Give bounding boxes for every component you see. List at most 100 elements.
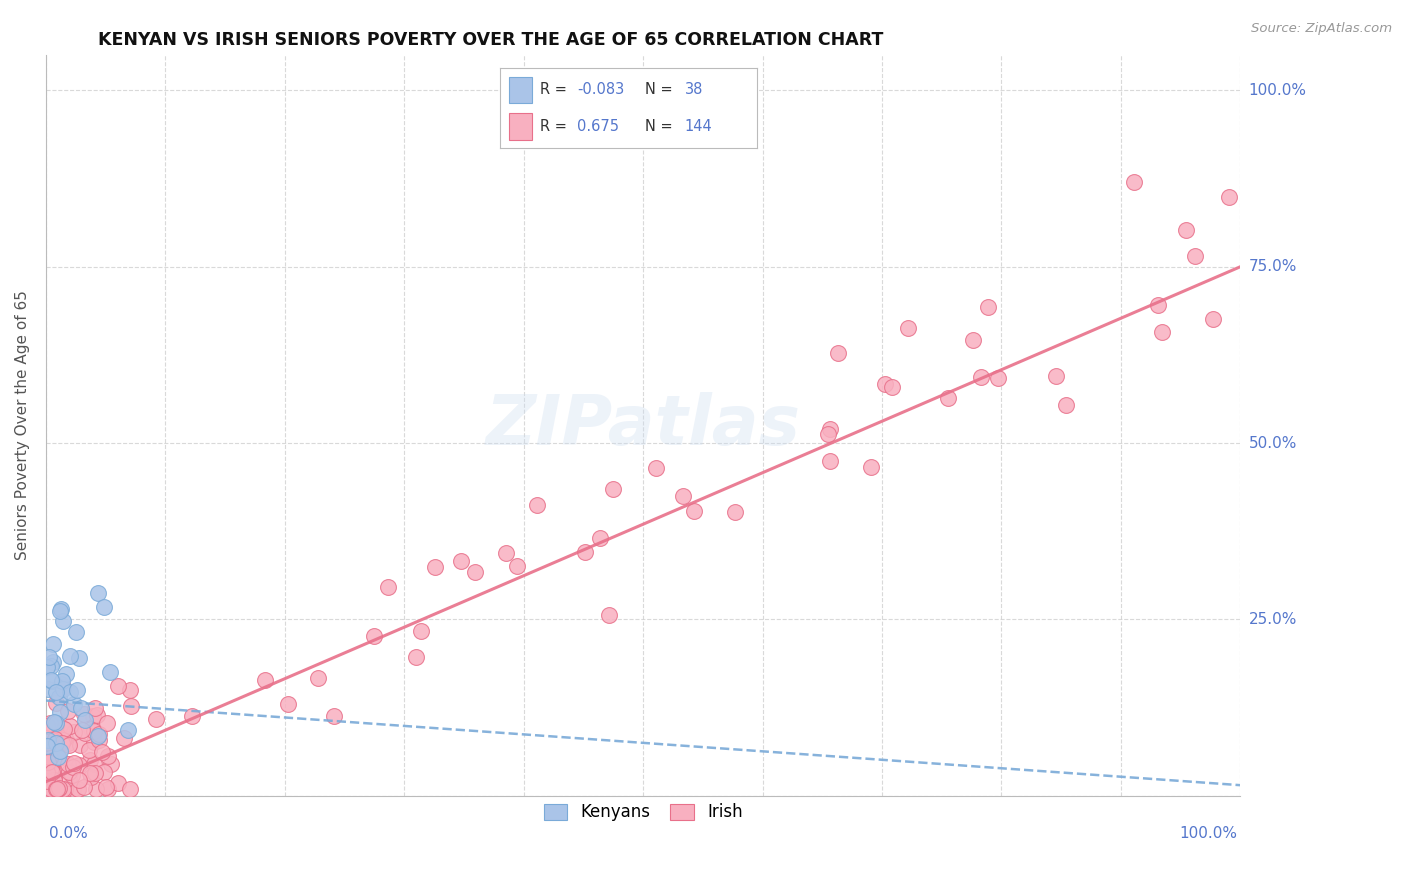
Point xyxy=(977,301,1000,315)
Point xyxy=(683,504,706,518)
Point xyxy=(1218,189,1240,203)
Point xyxy=(49,601,72,615)
Point xyxy=(322,708,344,723)
Point xyxy=(598,607,620,622)
Text: KENYAN VS IRISH SENIORS POVERTY OVER THE AGE OF 65 CORRELATION CHART: KENYAN VS IRISH SENIORS POVERTY OVER THE… xyxy=(98,31,884,49)
Point xyxy=(42,655,65,669)
Point xyxy=(506,558,529,573)
Point xyxy=(52,614,75,628)
Point xyxy=(48,744,70,758)
Point xyxy=(46,781,69,796)
Point xyxy=(62,781,84,796)
Point xyxy=(1123,175,1146,189)
Point xyxy=(84,781,107,796)
Text: ZIPatlas: ZIPatlas xyxy=(485,392,800,459)
Point xyxy=(100,757,122,772)
Point xyxy=(41,762,63,776)
Point xyxy=(45,696,67,710)
Point xyxy=(39,755,62,769)
Text: 75.0%: 75.0% xyxy=(1249,260,1296,274)
Point xyxy=(589,531,612,545)
Point xyxy=(987,371,1010,385)
Point xyxy=(67,758,90,772)
Point xyxy=(97,781,120,796)
Point xyxy=(307,671,329,685)
Point xyxy=(117,723,139,737)
Point xyxy=(37,780,59,795)
Point xyxy=(45,781,67,796)
Point xyxy=(42,771,65,785)
Point xyxy=(52,781,75,796)
Point xyxy=(82,709,104,723)
Point xyxy=(120,698,142,713)
Point xyxy=(37,752,59,766)
Point xyxy=(37,765,59,780)
Point xyxy=(37,772,59,786)
Point xyxy=(495,546,517,560)
Y-axis label: Seniors Poverty Over the Age of 65: Seniors Poverty Over the Age of 65 xyxy=(15,291,30,560)
Point xyxy=(53,731,76,745)
Point xyxy=(645,461,668,475)
Point xyxy=(58,765,80,780)
Point xyxy=(56,704,79,718)
Point xyxy=(86,729,108,743)
Point xyxy=(62,697,84,711)
Point xyxy=(93,599,115,614)
Point xyxy=(970,369,993,384)
Text: 0.0%: 0.0% xyxy=(49,826,87,841)
Point xyxy=(96,716,118,731)
Point xyxy=(67,781,90,796)
Text: Source: ZipAtlas.com: Source: ZipAtlas.com xyxy=(1251,22,1392,36)
Point xyxy=(60,768,83,782)
Point xyxy=(41,747,63,761)
Point xyxy=(42,715,65,730)
Point xyxy=(827,345,849,359)
Point xyxy=(73,725,96,739)
Point xyxy=(672,489,695,503)
Point xyxy=(48,750,70,764)
Point xyxy=(1045,368,1067,383)
Point xyxy=(79,753,101,767)
Point xyxy=(37,763,59,777)
Point xyxy=(63,724,86,739)
Point xyxy=(86,708,108,723)
Point xyxy=(41,674,63,689)
Point xyxy=(41,764,63,778)
Point xyxy=(37,781,59,796)
Point xyxy=(63,756,86,770)
Point xyxy=(962,334,984,348)
Point xyxy=(62,760,84,774)
Point xyxy=(67,651,90,665)
Point xyxy=(37,739,59,753)
Point xyxy=(37,733,59,747)
Point xyxy=(277,698,299,712)
Text: 100.0%: 100.0% xyxy=(1249,83,1306,98)
Point xyxy=(602,482,624,496)
Point xyxy=(59,685,82,699)
Point xyxy=(574,545,596,559)
Point xyxy=(1146,298,1168,312)
Point xyxy=(48,781,70,796)
Point xyxy=(55,666,77,681)
Point xyxy=(48,690,70,705)
Point xyxy=(38,751,60,765)
Point xyxy=(39,781,62,796)
Point xyxy=(51,721,73,735)
Point xyxy=(45,736,67,750)
Point xyxy=(86,586,108,600)
Point xyxy=(42,741,65,756)
Point xyxy=(53,781,76,796)
Point xyxy=(58,738,80,752)
Point xyxy=(1150,326,1173,340)
Point xyxy=(39,781,62,796)
Point xyxy=(73,780,96,794)
Point xyxy=(77,743,100,757)
Point xyxy=(860,460,883,475)
Point xyxy=(118,683,141,698)
Point xyxy=(405,650,427,665)
Point xyxy=(70,701,93,715)
Point xyxy=(37,764,59,779)
Point xyxy=(41,737,63,751)
Point xyxy=(52,680,75,694)
Legend: Kenyans, Irish: Kenyans, Irish xyxy=(537,797,749,828)
